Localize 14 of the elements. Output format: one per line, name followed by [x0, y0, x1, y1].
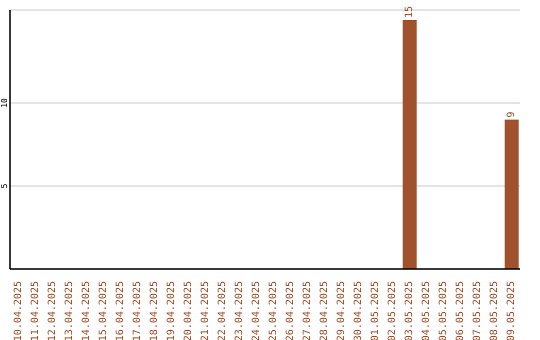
x-tick-label: 14.04.2025: [81, 281, 92, 340]
x-tick-label: 17.04.2025: [132, 281, 143, 340]
data-label: 9: [506, 112, 518, 118]
x-tick-label: 13.04.2025: [64, 281, 75, 340]
x-tick-label: 12.04.2025: [47, 281, 58, 340]
x-tick-label: 16.04.2025: [115, 281, 126, 340]
y-tick-label: 10: [0, 98, 9, 108]
x-tick-label: 19.04.2025: [166, 281, 177, 340]
x-tick-label: 15.04.2025: [98, 281, 109, 340]
x-tick-label: 11.04.2025: [30, 281, 41, 340]
x-tick-label: 18.04.2025: [149, 281, 160, 340]
data-label: 15: [404, 6, 416, 18]
x-tick-label: 10.04.2025: [13, 281, 24, 340]
y-tick-label: 5: [0, 183, 9, 188]
